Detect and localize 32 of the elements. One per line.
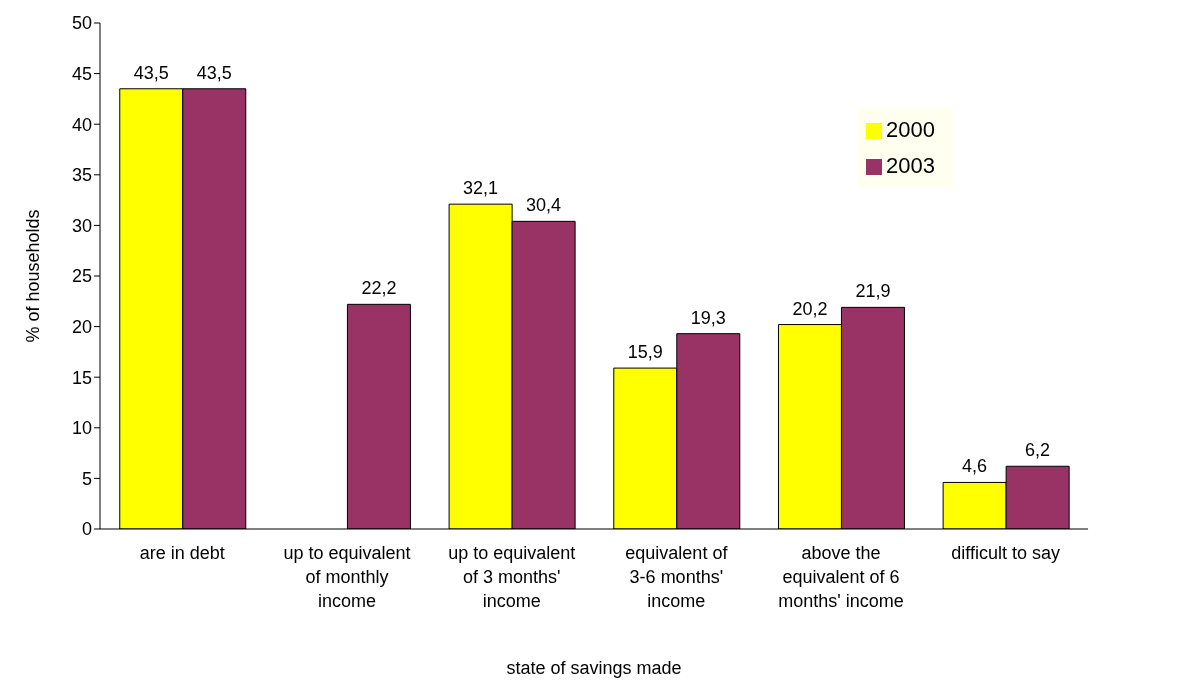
data-label: 21,9 xyxy=(855,281,891,302)
y-tick-label: 50 xyxy=(71,13,92,34)
data-label: 32,1 xyxy=(463,178,499,199)
x-axis-title: state of savings made xyxy=(506,658,682,678)
data-label: 20,2 xyxy=(792,298,828,319)
x-tick-label: are in debt xyxy=(139,543,225,563)
data-label: 19,3 xyxy=(690,307,726,328)
y-tick-label: 35 xyxy=(71,165,92,186)
data-label: 4,6 xyxy=(962,456,988,477)
data-label: 22,2 xyxy=(361,278,397,299)
data-label: 43,5 xyxy=(133,62,169,83)
y-tick-label: 30 xyxy=(71,215,92,236)
x-tick-label: above the equivalent of 6 months' income xyxy=(778,543,904,611)
x-tick-label: up to equivalent of 3 months' income xyxy=(448,543,576,611)
data-label: 43,5 xyxy=(196,62,232,83)
legend-label: 2003 xyxy=(886,153,935,178)
data-label: 15,9 xyxy=(627,342,663,363)
legend-label: 2000 xyxy=(886,117,935,142)
x-tick-label: up to equivalent of monthly income xyxy=(283,543,411,611)
x-tick-label: difficult to say xyxy=(951,543,1061,563)
y-tick-label: 40 xyxy=(71,114,92,135)
y-tick-label: 45 xyxy=(71,63,92,84)
y-tick-label: 15 xyxy=(71,367,92,388)
y-tick-label: 10 xyxy=(71,418,92,439)
data-label: 6,2 xyxy=(1025,440,1051,461)
x-tick-label: equivalent of 3-6 months' income xyxy=(625,543,729,611)
y-tick-label: 5 xyxy=(81,468,92,489)
y-axis-title: % of households xyxy=(23,209,44,343)
y-tick-label: 20 xyxy=(71,316,92,337)
y-tick-label: 0 xyxy=(81,519,92,540)
y-tick-label: 25 xyxy=(71,266,92,287)
data-label: 30,4 xyxy=(526,195,562,216)
